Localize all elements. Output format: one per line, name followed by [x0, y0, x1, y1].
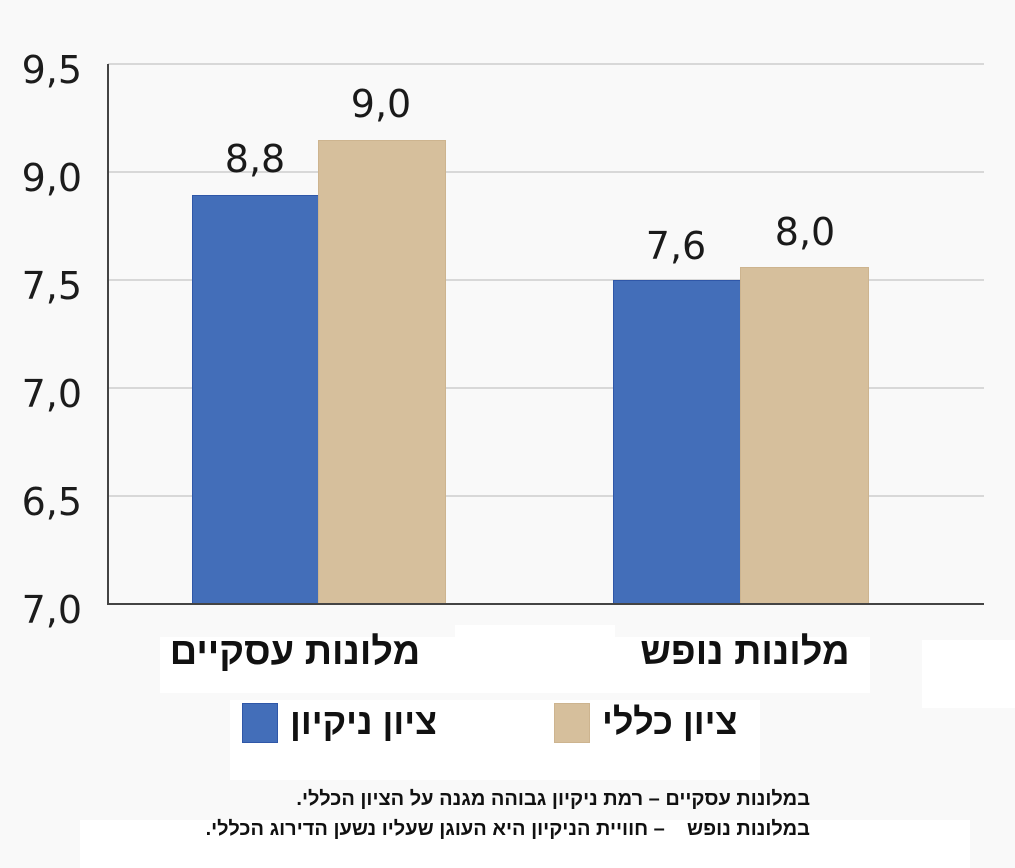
label-background: [80, 820, 970, 868]
bar-resort-overall: [740, 267, 869, 604]
label-background: [922, 640, 1015, 708]
legend-label-overall: ציון כללי: [602, 701, 738, 742]
bar-resort-cleanliness: [613, 280, 741, 604]
note-line-resort: במלונות נופש – חוויית הניקיון היא העוגן …: [205, 818, 810, 840]
gridline: [108, 387, 984, 389]
y-tick-label: 6,5: [21, 480, 82, 524]
legend-label-cleanliness: ציון ניקיון: [290, 701, 438, 742]
value-label: 7,6: [645, 224, 707, 268]
bar-business-overall: [318, 140, 446, 604]
x-axis: [107, 603, 984, 605]
category-label-resort: מלונות נופש: [640, 631, 850, 673]
note-line-business: במלונות עסקיים – רמת ניקיון גבוהה מגנה ע…: [296, 788, 810, 810]
y-tick-label: 7,0: [21, 372, 82, 416]
y-axis: [107, 64, 109, 605]
y-tick-label: 9,0: [21, 156, 82, 200]
y-tick-label: 7,5: [21, 264, 82, 308]
label-background: [230, 700, 760, 780]
value-label: 8,0: [774, 210, 836, 254]
y-tick-label: 7,0: [21, 588, 82, 632]
y-tick-label: 9,5: [21, 48, 82, 92]
gridline: [108, 171, 984, 173]
label-background: [160, 637, 870, 693]
value-label: 9,0: [350, 82, 412, 126]
value-label: 8,8: [224, 137, 286, 181]
legend-swatch-cleanliness: [242, 703, 278, 743]
gridline: [108, 495, 984, 497]
gridline: [108, 279, 984, 281]
legend-swatch-overall: [554, 703, 590, 743]
gridline: [108, 63, 984, 65]
category-label-business: מלונות עסקיים: [169, 631, 421, 673]
bar-business-cleanliness: [192, 195, 319, 604]
